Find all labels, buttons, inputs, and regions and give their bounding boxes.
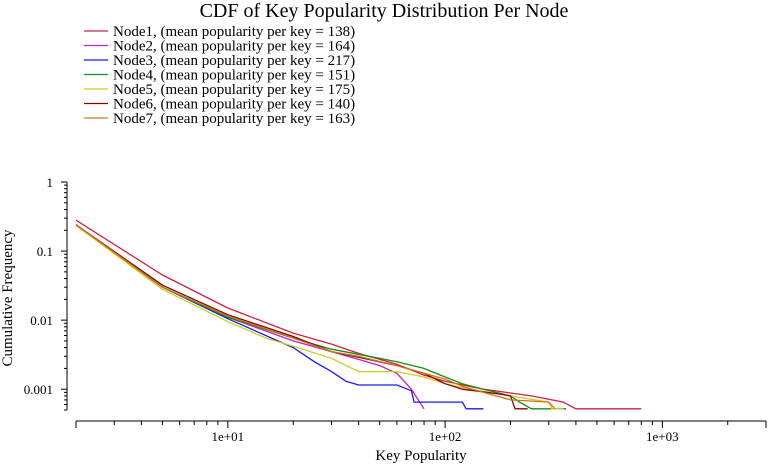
series-line-node7	[75, 224, 556, 410]
chart-title: CDF of Key Popularity Distribution Per N…	[200, 0, 569, 22]
series-line-node4	[75, 224, 566, 410]
series-line-node6	[75, 224, 528, 410]
legend-label-node3: Node3, (mean popularity per key = 217)	[113, 53, 355, 69]
y-tick-label: 0.01	[30, 313, 53, 328]
x-ticks: 1e+01 1e+02 1e+03	[75, 421, 767, 444]
axes: 1 0.1 0.01 0.001 1e+01 1e+02 1e+03	[24, 175, 767, 444]
y-ticks: 1 0.1 0.01 0.001	[24, 175, 67, 411]
series-line-node1	[75, 219, 642, 410]
x-axis-label: Key Popularity	[375, 448, 467, 464]
x-tick-label: 1e+02	[429, 429, 462, 444]
legend-label-node5: Node5, (mean popularity per key = 175)	[113, 82, 355, 98]
plot-area	[75, 219, 642, 410]
legend-label-node2: Node2, (mean popularity per key = 164)	[113, 39, 355, 55]
series-line-node3	[75, 224, 484, 410]
legend-label-node7: Node7, (mean popularity per key = 163)	[113, 111, 355, 127]
y-axis-label: Cumulative Frequency	[0, 229, 16, 367]
legend-label-node6: Node6, (mean popularity per key = 140)	[113, 97, 355, 113]
y-tick-label: 1	[47, 175, 54, 190]
y-tick-label: 0.1	[37, 244, 53, 259]
y-tick-label: 0.001	[24, 382, 53, 397]
series-line-node5	[75, 224, 564, 410]
legend-label-node1: Node1, (mean popularity per key = 138)	[113, 24, 355, 40]
x-tick-label: 1e+03	[646, 429, 679, 444]
legend: Node1, (mean popularity per key = 138)No…	[84, 24, 355, 127]
legend-label-node4: Node4, (mean popularity per key = 151)	[113, 68, 355, 84]
x-tick-label: 1e+01	[212, 429, 245, 444]
